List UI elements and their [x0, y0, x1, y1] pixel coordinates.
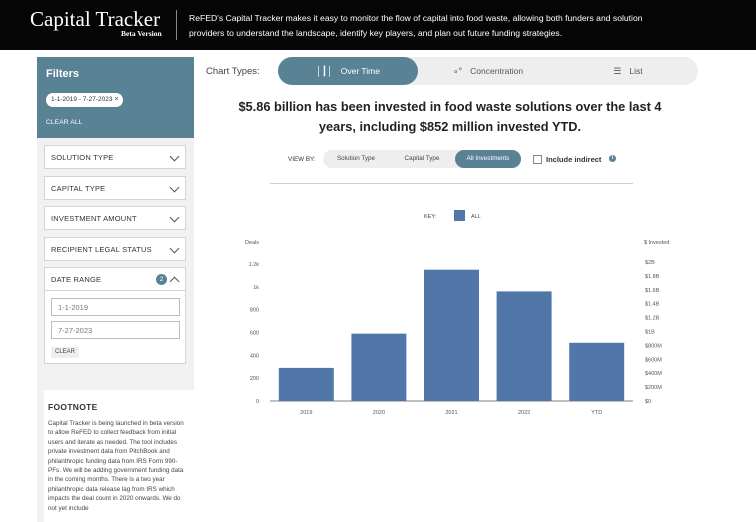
tab-concentration[interactable]: ∘° Concentration	[418, 57, 558, 85]
chevron-down-icon	[169, 151, 180, 162]
legend-series-name: ALL	[471, 214, 481, 220]
header-description: ReFED's Capital Tracker makes it easy to…	[189, 13, 643, 38]
footnote-box: FOOTNOTE Capital Tracker is being launch…	[44, 390, 194, 522]
info-icon[interactable]: i	[609, 155, 616, 162]
chip-close-icon[interactable]: ×	[114, 96, 119, 103]
legend-key-label: KEY:	[424, 214, 437, 220]
x-tick-label: YTD	[591, 410, 602, 416]
y2-tick-label: $1.6B	[645, 288, 660, 294]
y-tick-label: 600	[250, 331, 259, 337]
filters-panel: Filters 1-1-2019 - 7-27-2023 × CLEAR ALL	[37, 57, 194, 138]
y2-tick-label: $0	[645, 399, 651, 405]
y-tick-label: 1k	[253, 285, 259, 291]
clear-all-link[interactable]: CLEAR ALL	[46, 119, 83, 126]
y-tick-label: 400	[250, 353, 259, 359]
bubbles-icon: ∘°	[452, 65, 463, 76]
tab-label: Over Time	[340, 66, 380, 76]
facet-label: DATE RANGE	[51, 275, 102, 284]
tab-list[interactable]: ☰ List	[558, 57, 698, 85]
y2-tick-label: $600M	[645, 357, 662, 363]
header-divider	[176, 10, 177, 40]
y2-axis-label: $ Invested	[644, 240, 669, 246]
chip-label: 1-1-2019 - 7-27-2023	[51, 96, 113, 103]
y2-tick-label: $1.4B	[645, 302, 660, 308]
filter-count-badge: 2	[156, 274, 167, 285]
capital-tracker-logo[interactable]: Capital Tracker Beta Version	[30, 8, 170, 42]
view-by-all-investments[interactable]: All Investments	[455, 150, 521, 168]
facet-label: RECIPIENT LEGAL STATUS	[51, 245, 152, 254]
y-axis-label: Deals	[245, 240, 259, 246]
facet-label: SOLUTION TYPE	[51, 153, 114, 162]
bar-chart-icon: │┃│	[316, 65, 333, 76]
bar-ytd[interactable]	[569, 342, 625, 401]
summary-headline: $5.86 billion has been invested in food …	[238, 99, 662, 134]
y2-tick-label: $1.2B	[645, 316, 660, 322]
include-indirect-label[interactable]: Include indirect	[546, 155, 602, 164]
y2-tick-label: $200M	[645, 385, 662, 391]
footnote-title: FOOTNOTE	[48, 402, 98, 412]
chevron-up-icon	[169, 276, 180, 287]
chevron-down-icon	[169, 212, 180, 223]
facet-recipient-legal-status[interactable]: RECIPIENT LEGAL STATUS	[44, 237, 186, 261]
chart-types-label: Chart Types:	[206, 66, 260, 77]
app-header: Capital Tracker Beta Version ReFED's Cap…	[0, 0, 756, 50]
x-tick-label: 2019	[300, 410, 312, 416]
include-indirect-checkbox[interactable]	[533, 155, 542, 164]
view-by-capital-type[interactable]: Capital Type	[404, 155, 440, 162]
divider	[270, 183, 633, 184]
tab-label: List	[629, 66, 643, 76]
facet-solution-type[interactable]: SOLUTION TYPE	[44, 145, 186, 169]
bar-2020[interactable]	[351, 333, 407, 401]
chart-type-switcher: │┃│ Over Time ∘° Concentration ☰ List	[278, 57, 698, 85]
end-date-input[interactable]	[51, 321, 180, 339]
facet-date-range[interactable]: DATE RANGE 2	[44, 267, 186, 291]
footnote-text: Capital Tracker is being launched in bet…	[48, 420, 184, 512]
bar-2019[interactable]	[278, 367, 334, 401]
tab-label: Concentration	[470, 66, 524, 76]
x-tick-label: 2021	[445, 410, 457, 416]
date-range-panel: CLEAR	[44, 291, 186, 364]
active-filter-chip[interactable]: 1-1-2019 - 7-27-2023 ×	[46, 93, 123, 107]
facet-label: CAPITAL TYPE	[51, 184, 106, 193]
bar-2022[interactable]	[496, 291, 552, 401]
x-tick-label: 2022	[518, 410, 530, 416]
clear-date-button[interactable]: CLEAR	[51, 347, 80, 358]
tab-over-time[interactable]: │┃│ Over Time	[278, 57, 418, 85]
facet-investment-amount[interactable]: INVESTMENT AMOUNT	[44, 206, 186, 230]
start-date-input[interactable]	[51, 298, 180, 316]
y2-tick-label: $400M	[645, 371, 662, 377]
chevron-down-icon	[169, 182, 180, 193]
chevron-down-icon	[169, 243, 180, 254]
bar-2021[interactable]	[424, 269, 479, 401]
y-tick-label: 0	[256, 399, 259, 405]
logo-title: Capital Tracker	[30, 7, 161, 31]
y2-tick-label: $1.8B	[645, 274, 660, 280]
filters-title: Filters	[46, 68, 80, 80]
y-tick-label: 800	[250, 308, 259, 314]
list-icon: ☰	[613, 65, 622, 76]
y-tick-label: 200	[250, 376, 259, 382]
y2-tick-label: $2B	[645, 260, 655, 266]
y2-tick-label: $800M	[645, 343, 662, 349]
logo-subtitle: Beta Version	[121, 29, 162, 38]
view-by-label: VIEW BY:	[288, 156, 316, 163]
legend-swatch	[454, 210, 465, 221]
facet-capital-type[interactable]: CAPITAL TYPE	[44, 176, 186, 200]
x-tick-label: 2020	[373, 410, 385, 416]
view-by-switcher: Solution Type Capital Type All Investmen…	[323, 150, 521, 168]
view-by-solution-type[interactable]: Solution Type	[336, 155, 376, 162]
y-tick-label: 1.2k	[249, 262, 260, 268]
facet-label: INVESTMENT AMOUNT	[51, 214, 137, 223]
y2-tick-label: $1B	[645, 330, 655, 336]
